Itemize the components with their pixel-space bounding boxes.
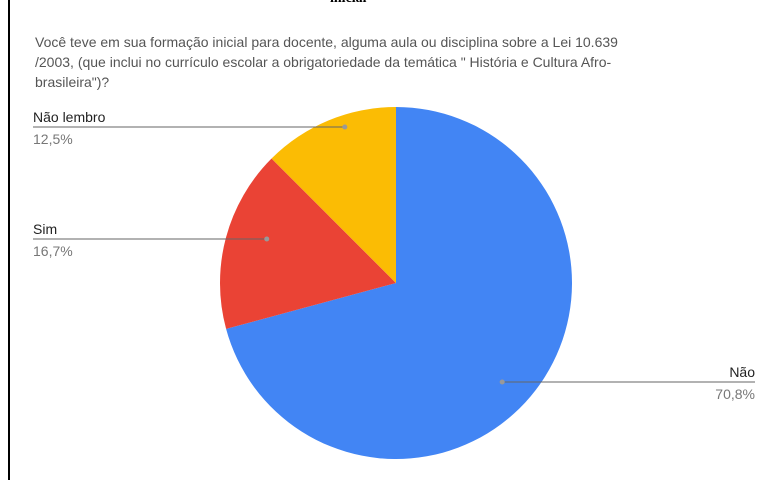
leader-dot <box>342 124 348 130</box>
slice-value: 12,5% <box>33 131 73 147</box>
chart-title: Você teve em sua formação inicial para d… <box>35 34 618 50</box>
pie-slice <box>226 107 573 459</box>
leader-dot <box>499 379 505 385</box>
slice-label: Não <box>729 364 755 380</box>
pie-slice <box>220 158 396 329</box>
slice-label: Sim <box>33 221 57 237</box>
leader-dot <box>264 236 270 242</box>
slice-label: Não lembro <box>33 109 106 125</box>
pie-slice <box>271 107 396 283</box>
slice-value: 70,8% <box>715 386 755 402</box>
chart-title: /2003, (que inclui no currículo escolar … <box>35 54 611 70</box>
cut-heading: inicial <box>330 0 367 6</box>
slice-value: 16,7% <box>33 243 73 259</box>
chart-title: brasileira")? <box>35 74 109 90</box>
